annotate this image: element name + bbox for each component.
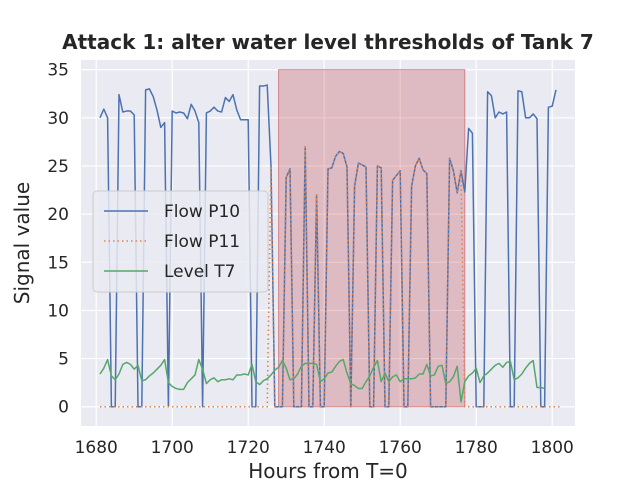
y-tick-label: 30 (47, 109, 69, 129)
legend-label-flow-p10: Flow P10 (164, 202, 240, 222)
y-tick-label: 15 (47, 253, 69, 273)
series-line-level-t7 (99, 358, 545, 403)
y-tick-label: 25 (47, 157, 69, 177)
series-line-flow-p11 (100, 145, 560, 408)
series-layer (99, 84, 560, 408)
x-tick-label: 1760 (379, 438, 422, 458)
y-tick-label: 5 (58, 350, 69, 370)
legend: Flow P10 Flow P11 Level T7 (92, 190, 269, 293)
series-line-flow-p10 (99, 84, 557, 408)
x-tick-label: 1680 (75, 438, 118, 458)
x-tick-label: 1700 (151, 438, 194, 458)
attack-region (278, 69, 466, 408)
y-tick-label: 35 (47, 61, 69, 81)
legend-label-flow-p11: Flow P11 (164, 232, 240, 252)
ticks: 1680 1700 1720 1740 1760 1780 1800 0 5 10 15 20 25 30… (47, 61, 573, 458)
y-tick-label: 10 (47, 301, 69, 321)
x-axis-label: Hours from T=0 (248, 459, 408, 480)
chart-title: Attack 1: alter water level thresholds o… (62, 30, 594, 54)
x-tick-label: 1780 (455, 438, 498, 458)
y-tick-label: 0 (58, 398, 69, 418)
legend-label-level-t7: Level T7 (164, 262, 235, 282)
y-tick-label: 20 (47, 205, 69, 225)
x-tick-label: 1740 (303, 438, 346, 458)
x-tick-label: 1720 (227, 438, 270, 458)
x-tick-label: 1800 (531, 438, 574, 458)
legend-box (92, 190, 269, 293)
y-axis-label: Signal value (10, 182, 34, 304)
